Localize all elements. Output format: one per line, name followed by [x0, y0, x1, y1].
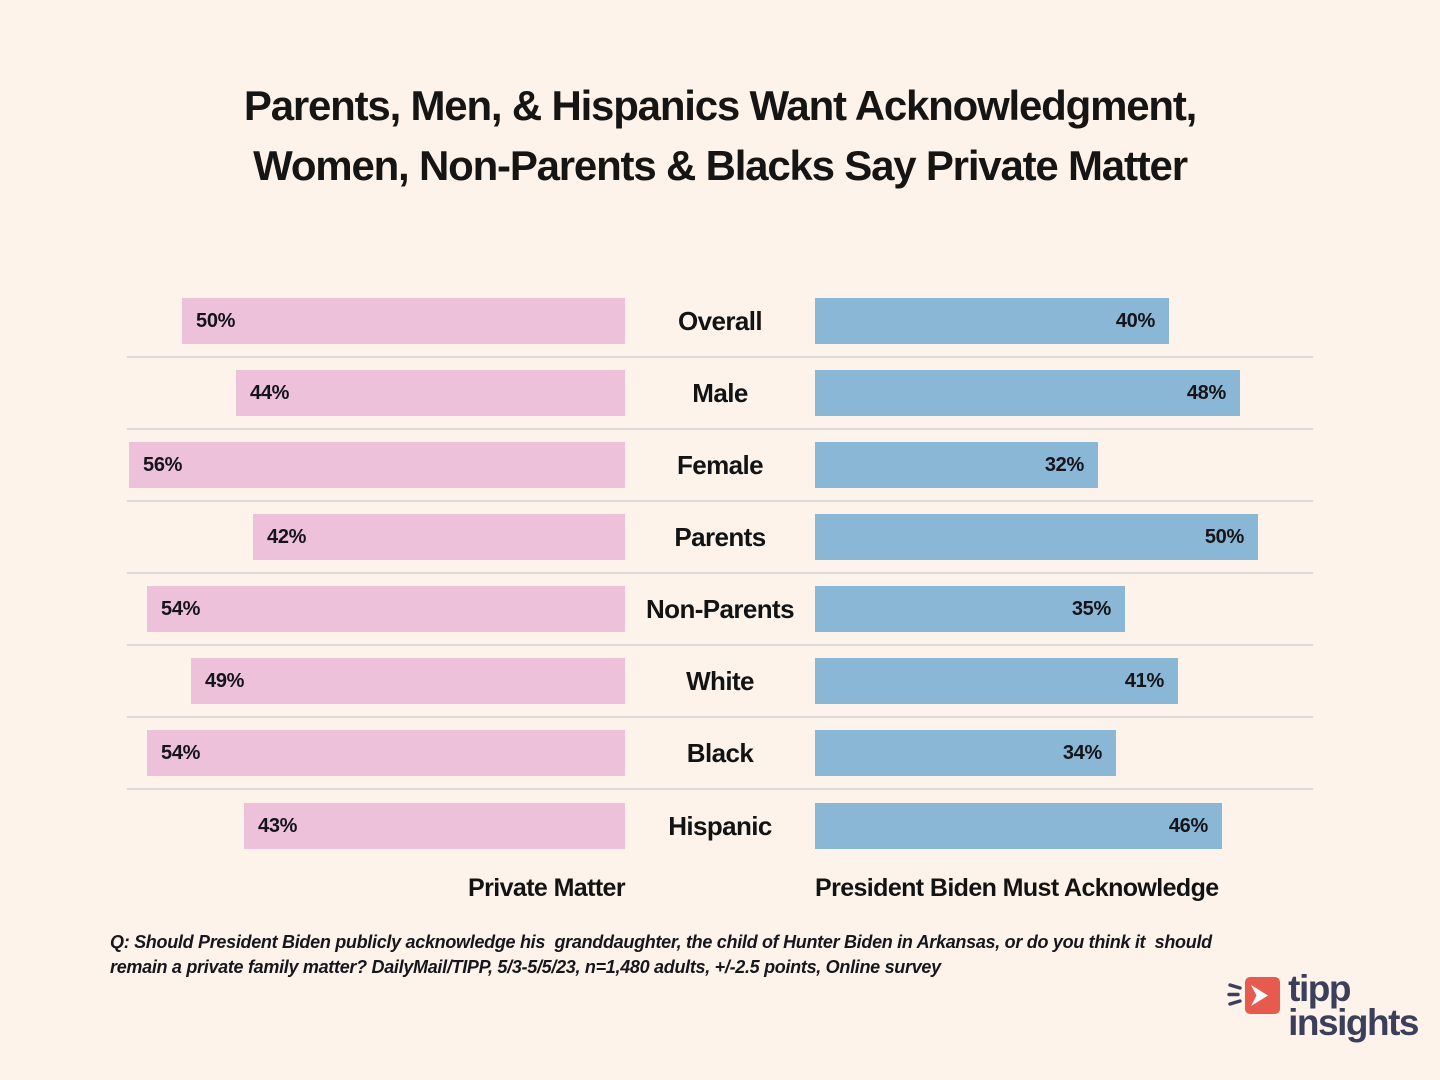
chart-row-female: 56% Female 32%: [127, 430, 1313, 503]
must-acknowledge-value-male: 48%: [1186, 381, 1226, 404]
chart-row-parents: 42% Parents 50%: [127, 502, 1313, 575]
chart-row-hispanic: 43% Hispanic 46%: [127, 790, 1313, 862]
right-bar-zone-parents: 50%: [815, 514, 1313, 561]
must-acknowledge-bar-male: 48%: [815, 370, 1240, 417]
category-label-female: Female: [676, 449, 764, 480]
left-bar-zone-male: 44%: [127, 370, 625, 417]
left-bar-zone-hispanic: 43%: [127, 803, 625, 850]
private-matter-value-non-parents: 54%: [161, 597, 201, 620]
private-matter-value-overall: 50%: [196, 309, 236, 332]
right-bar-zone-black: 34%: [815, 730, 1313, 777]
private-matter-value-hispanic: 43%: [258, 814, 298, 837]
category-label-non-parents: Non-Parents: [646, 593, 795, 624]
left-column-label: Private Matter: [468, 874, 626, 903]
private-matter-bar-female: 56%: [129, 442, 625, 489]
private-matter-bar-non-parents: 54%: [147, 586, 625, 633]
survey-footnote-line1: Q: Should President Biden publicly ackno…: [110, 932, 1212, 953]
logo-word-tipp: tipp: [1288, 967, 1351, 1009]
left-bar-zone-black: 54%: [127, 730, 625, 777]
category-label-black: Black: [686, 737, 754, 768]
must-acknowledge-value-hispanic: 46%: [1168, 814, 1208, 837]
right-bar-zone-non-parents: 35%: [815, 586, 1313, 633]
private-matter-bar-parents: 42%: [253, 514, 625, 561]
private-matter-bar-hispanic: 43%: [244, 803, 625, 850]
survey-footnote: Q: Should President Biden publicly ackno…: [110, 930, 1320, 979]
column-labels: Private Matter President Biden Must Ackn…: [127, 874, 1313, 903]
chart-row-overall: 50% Overall 40%: [127, 286, 1313, 359]
category-label-hispanic: Hispanic: [668, 810, 772, 841]
private-matter-value-male: 44%: [250, 381, 290, 404]
chart-title-line2: Women, Non-Parents & Blacks Say Private …: [253, 141, 1188, 189]
right-bar-zone-hispanic: 46%: [815, 803, 1313, 850]
left-bar-zone-female: 56%: [127, 442, 625, 489]
must-acknowledge-bar-overall: 40%: [815, 298, 1169, 345]
chart-row-black: 54% Black 34%: [127, 718, 1313, 791]
logo-arrow: [1251, 984, 1269, 1006]
chart-row-male: 44% Male 48%: [127, 358, 1313, 431]
category-label-white: White: [686, 665, 754, 696]
survey-footnote-line2: remain a private family matter? DailyMai…: [110, 956, 941, 977]
must-acknowledge-bar-parents: 50%: [815, 514, 1258, 561]
private-matter-value-black: 54%: [161, 741, 201, 764]
private-matter-bar-male: 44%: [236, 370, 625, 417]
must-acknowledge-value-white: 41%: [1124, 669, 1164, 692]
must-acknowledge-bar-black: 34%: [815, 730, 1116, 777]
category-label-parents: Parents: [674, 521, 766, 552]
private-matter-bar-overall: 50%: [182, 298, 625, 345]
category-label-male: Male: [692, 377, 748, 408]
chart-title-line1: Parents, Men, & Hispanics Want Acknowled…: [243, 82, 1197, 129]
private-matter-bar-black: 54%: [147, 730, 625, 777]
must-acknowledge-bar-white: 41%: [815, 658, 1178, 705]
private-matter-value-parents: 42%: [267, 525, 307, 548]
logo-wordmark: tipp insights: [1288, 967, 1419, 1043]
right-column-label: President Biden Must Acknowledge: [815, 874, 1219, 903]
must-acknowledge-value-black: 34%: [1062, 741, 1102, 764]
logo-word-insights: insights: [1288, 1001, 1419, 1043]
tipp-logo-icon: [1227, 976, 1281, 1014]
private-matter-value-white: 49%: [205, 669, 245, 692]
chart-row-non-parents: 54% Non-Parents 35%: [127, 574, 1313, 647]
left-bar-zone-non-parents: 54%: [127, 586, 625, 633]
right-bar-zone-white: 41%: [815, 658, 1313, 705]
category-label-overall: Overall: [678, 305, 763, 336]
logo-speed-lines: [1227, 983, 1242, 1006]
must-acknowledge-value-female: 32%: [1044, 453, 1084, 476]
private-matter-bar-white: 49%: [191, 658, 625, 705]
private-matter-value-female: 56%: [143, 453, 183, 476]
right-bar-zone-male: 48%: [815, 370, 1313, 417]
left-bar-zone-overall: 50%: [127, 298, 625, 345]
must-acknowledge-value-non-parents: 35%: [1071, 597, 1111, 620]
must-acknowledge-value-parents: 50%: [1204, 525, 1244, 548]
diverging-bar-chart: 50% Overall 40% 44% Male 48% 56% Female 32% 42% Pa…: [127, 286, 1313, 862]
right-bar-zone-female: 32%: [815, 442, 1313, 489]
left-bar-zone-parents: 42%: [127, 514, 625, 561]
must-acknowledge-bar-hispanic: 46%: [815, 803, 1222, 850]
must-acknowledge-value-overall: 40%: [1115, 309, 1155, 332]
tipp-insights-logo: tipp insights: [1226, 967, 1419, 1043]
must-acknowledge-bar-female: 32%: [815, 442, 1098, 489]
right-bar-zone-overall: 40%: [815, 298, 1313, 345]
left-bar-zone-white: 49%: [127, 658, 625, 705]
chart-title: Parents, Men, & Hispanics Want Acknowled…: [0, 0, 1440, 195]
chart-row-white: 49% White 41%: [127, 646, 1313, 719]
must-acknowledge-bar-non-parents: 35%: [815, 586, 1125, 633]
